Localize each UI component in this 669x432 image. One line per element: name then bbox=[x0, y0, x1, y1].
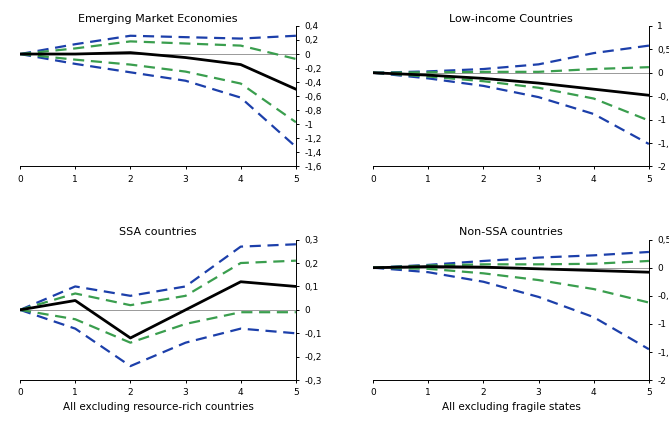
X-axis label: All excluding resource-rich countries: All excluding resource-rich countries bbox=[62, 402, 254, 412]
Title: SSA countries: SSA countries bbox=[119, 227, 197, 238]
Title: Emerging Market Economies: Emerging Market Economies bbox=[78, 14, 237, 24]
Title: Low-income Countries: Low-income Countries bbox=[449, 14, 573, 24]
X-axis label: All excluding fragile states: All excluding fragile states bbox=[442, 402, 581, 412]
Title: Non-SSA countries: Non-SSA countries bbox=[459, 227, 563, 238]
